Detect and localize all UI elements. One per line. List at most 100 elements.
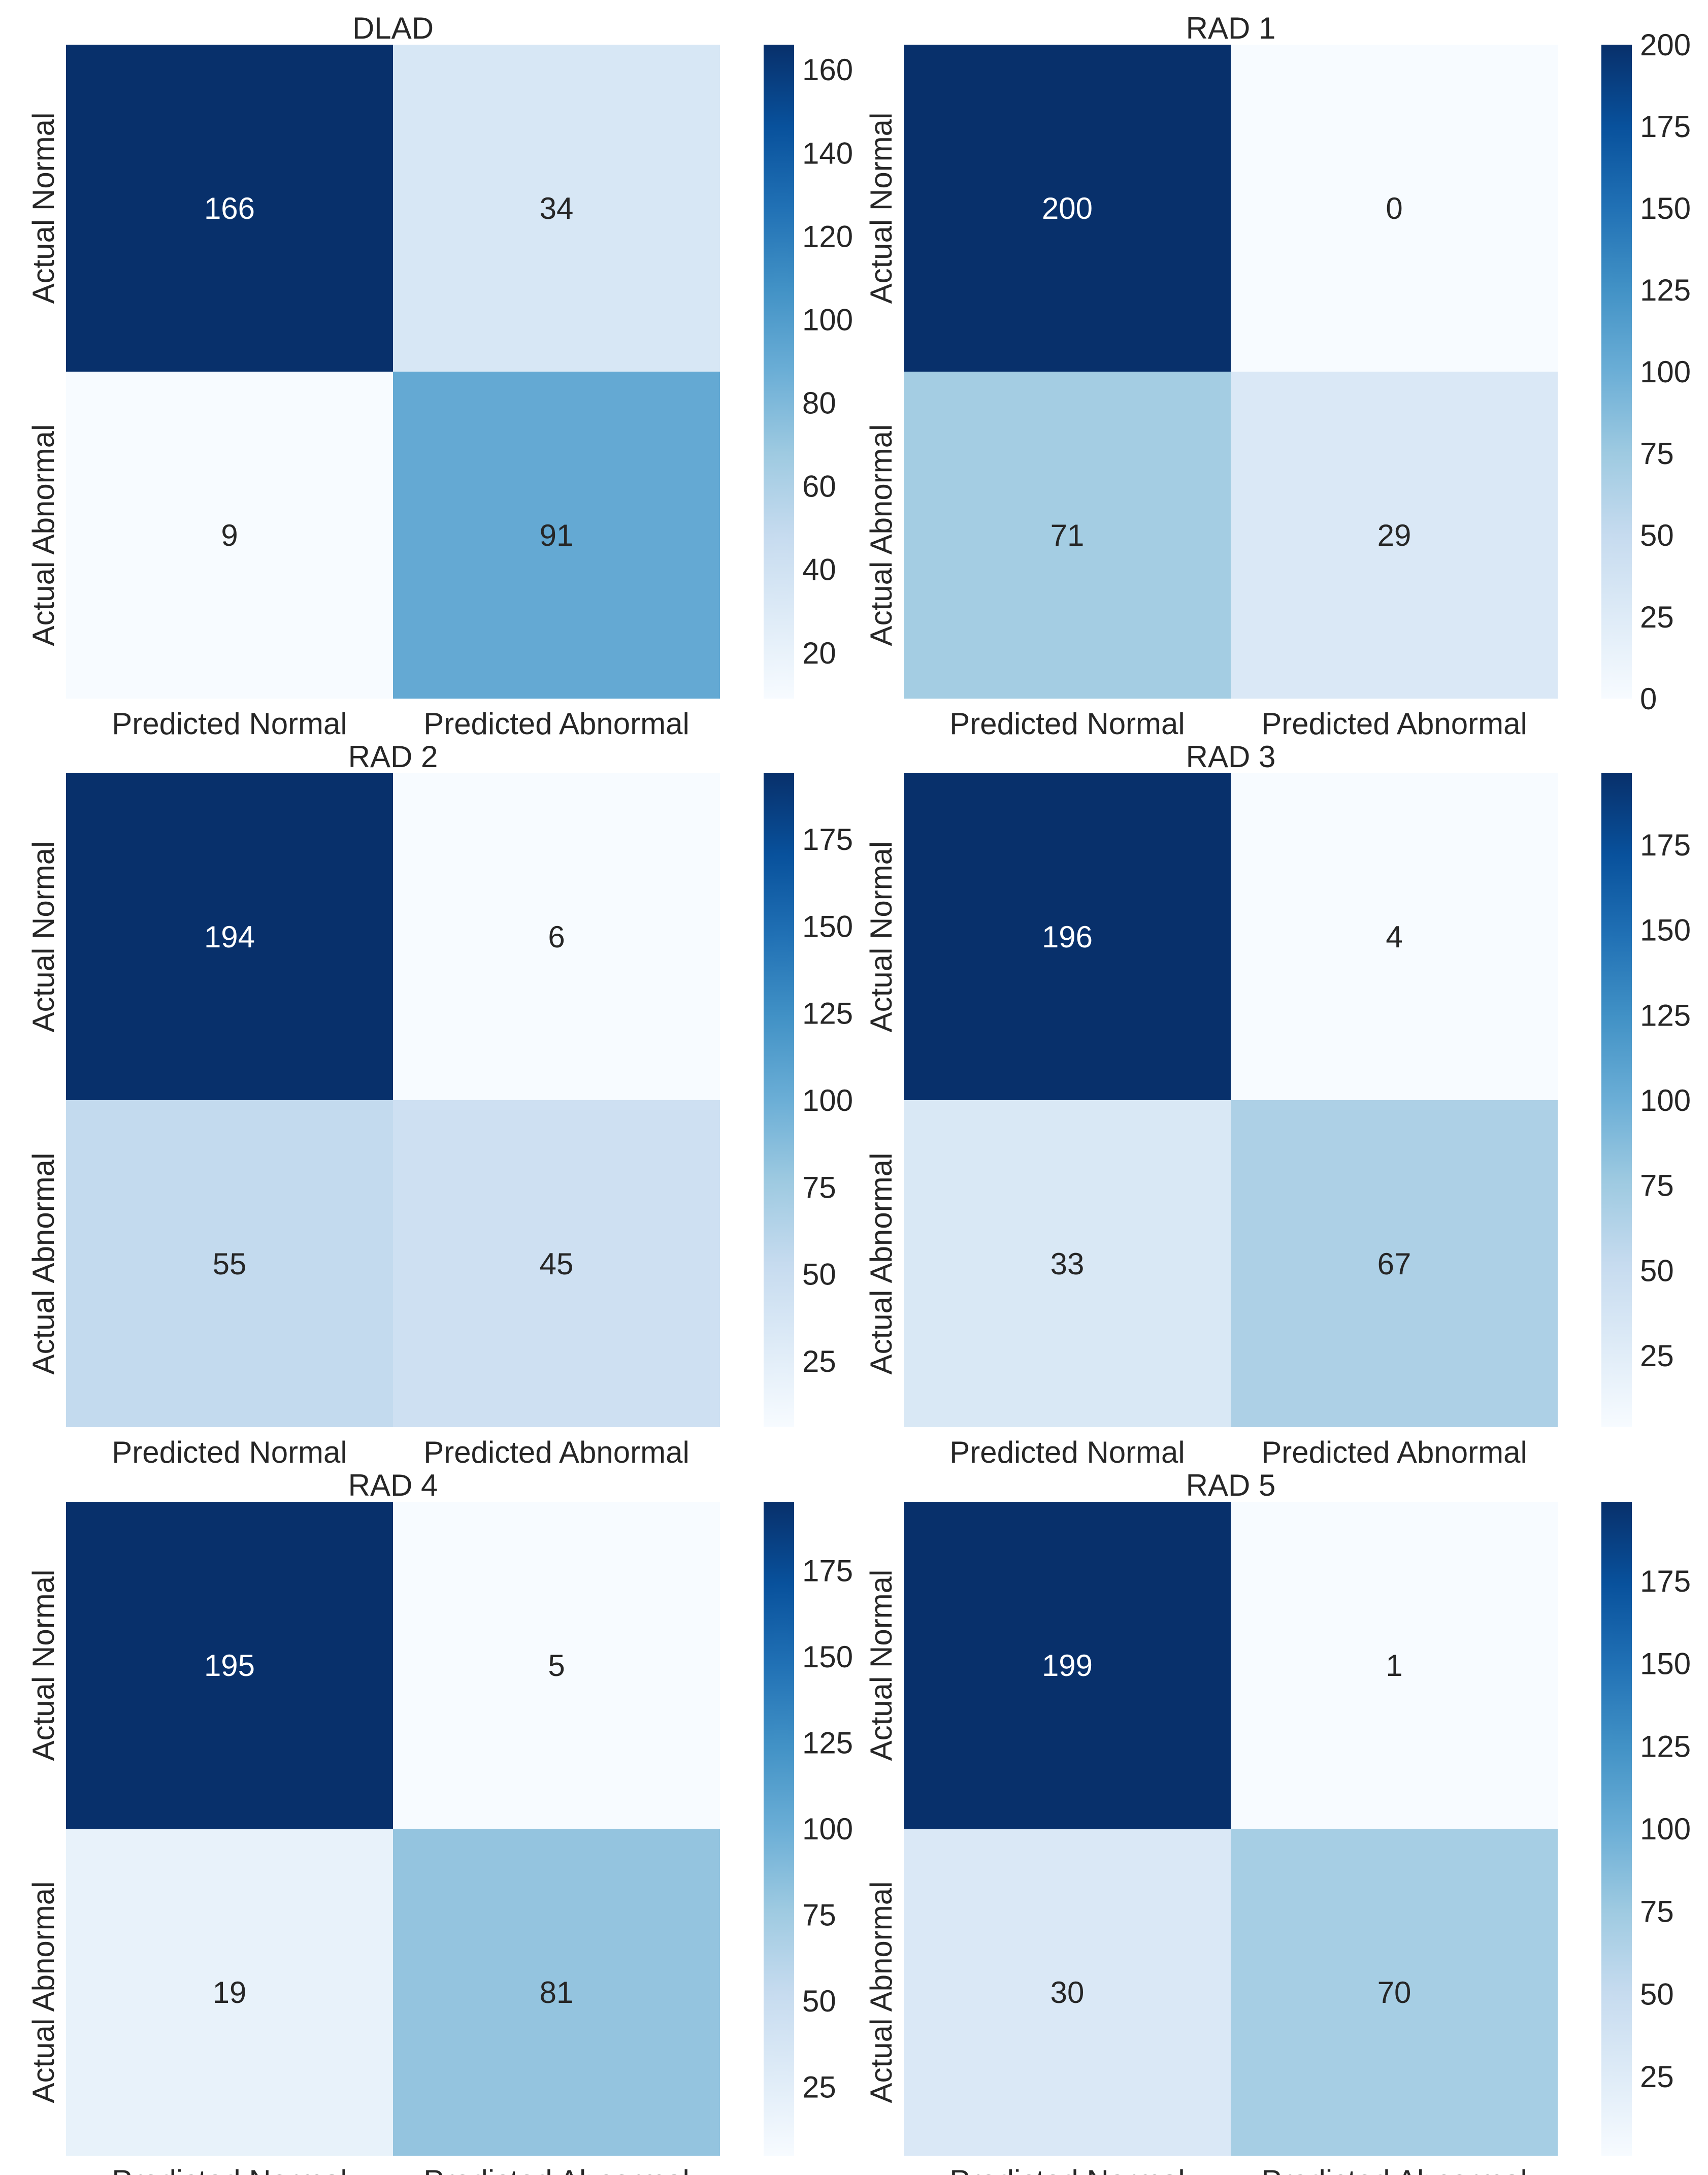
colorbar-tick-label: 100 (1640, 355, 1691, 389)
colorbar (764, 773, 794, 1427)
heatmap-cell (66, 1100, 393, 1427)
colorbar-tick-label: 50 (1640, 518, 1674, 552)
x-tick-label: Predicted Abnormal (423, 1435, 689, 1469)
colorbar-tick-label: 150 (1640, 191, 1691, 225)
heatmap-cell (904, 773, 1231, 1100)
colorbar-tick-label: 120 (802, 219, 853, 253)
colorbar-tick-label: 50 (1640, 1977, 1674, 2011)
y-tick-label: Actual Normal (864, 113, 898, 304)
colorbar-tick-label: 175 (1640, 110, 1691, 144)
y-tick-label: Actual Abnormal (26, 1153, 60, 1375)
colorbar-tick-label: 50 (802, 1984, 836, 2018)
cell-value-label: 19 (213, 1975, 247, 2009)
heatmap-cell (904, 372, 1231, 699)
heatmap-cell (1231, 1829, 1558, 2156)
heatmap-panel-5: RAD 4 195 5 19 81 Predicted Normal Predicted A… (26, 1468, 853, 2175)
colorbar-tick-label: 0 (1640, 682, 1657, 716)
colorbar-tick-label: 150 (1640, 913, 1691, 947)
x-tick-label: Predicted Normal (112, 707, 347, 741)
colorbar-tick-label: 175 (802, 822, 853, 856)
colorbar-tick-label: 160 (802, 53, 853, 87)
x-tick-label: Predicted Abnormal (423, 2164, 689, 2175)
heatmap-panel-3: RAD 2 194 6 55 45 Predicted Normal Predicted A… (26, 740, 853, 1469)
colorbar-tick-label: 125 (1640, 273, 1691, 307)
panel-title: RAD 5 (1186, 1468, 1276, 1502)
colorbar-tick-label: 75 (1640, 1895, 1674, 1929)
heatmap-cell (1231, 1100, 1558, 1427)
heatmap-cell (1231, 773, 1558, 1100)
heatmap-cell (66, 45, 393, 372)
cell-value-label: 200 (1042, 191, 1093, 225)
colorbar-tick-label: 50 (802, 1258, 836, 1292)
colorbar-tick-label: 75 (1640, 1169, 1674, 1203)
cell-value-label: 71 (1050, 518, 1085, 552)
cell-value-label: 81 (540, 1975, 574, 2009)
x-tick-label: Predicted Abnormal (1261, 2164, 1527, 2175)
heatmap-cell (66, 773, 393, 1100)
cell-value-label: 30 (1050, 1975, 1085, 2009)
y-tick-label: Actual Normal (864, 841, 898, 1033)
colorbar-tick-label: 75 (802, 1170, 836, 1204)
heatmap-cell (66, 1829, 393, 2156)
colorbar-tick-label: 80 (802, 386, 836, 420)
colorbar-tick-label: 25 (802, 1344, 836, 1378)
cell-value-label: 5 (548, 1649, 565, 1683)
y-tick-label: Actual Abnormal (864, 1153, 898, 1375)
cell-value-label: 166 (204, 191, 255, 225)
colorbar-tick-label: 25 (1640, 2060, 1674, 2094)
heatmap-panel-2: RAD 1 200 0 71 29 Predicted Normal Predicted A… (864, 11, 1691, 741)
colorbar-tick-label: 150 (802, 909, 853, 943)
x-tick-label: Predicted Normal (949, 1435, 1185, 1469)
heatmap-cell (393, 773, 720, 1100)
colorbar-tick-label: 125 (802, 997, 853, 1031)
colorbar-tick-label: 100 (1640, 1083, 1691, 1117)
cell-value-label: 67 (1377, 1247, 1411, 1281)
heatmap-cell (393, 1100, 720, 1427)
heatmap-cell (393, 372, 720, 699)
colorbar-tick-label: 200 (1640, 28, 1691, 62)
cell-value-label: 45 (540, 1247, 574, 1281)
colorbar (1601, 773, 1632, 1427)
y-tick-label: Actual Normal (26, 841, 60, 1033)
cell-value-label: 194 (204, 920, 255, 954)
heatmap-cell (904, 45, 1231, 372)
colorbar-tick-label: 140 (802, 136, 853, 170)
y-tick-label: Actual Normal (864, 1570, 898, 1761)
cell-value-label: 55 (213, 1247, 247, 1281)
colorbar-tick-label: 175 (1640, 828, 1691, 862)
heatmap-cell (904, 1502, 1231, 1829)
colorbar-tick-label: 60 (802, 470, 836, 504)
x-tick-label: Predicted Abnormal (1261, 707, 1527, 741)
cell-value-label: 34 (540, 191, 574, 225)
cell-value-label: 33 (1050, 1247, 1085, 1281)
colorbar-tick-label: 100 (1640, 1812, 1691, 1846)
panel-title: RAD 4 (348, 1468, 438, 1502)
x-tick-label: Predicted Normal (112, 2164, 347, 2175)
x-tick-label: Predicted Normal (949, 707, 1185, 741)
colorbar (1601, 45, 1632, 699)
colorbar-tick-label: 50 (1640, 1254, 1674, 1288)
heatmap-cell (66, 372, 393, 699)
y-tick-label: Actual Normal (26, 113, 60, 304)
colorbar-tick-label: 75 (802, 1898, 836, 1932)
cell-value-label: 199 (1042, 1649, 1093, 1683)
heatmap-panel-1: DLAD 166 34 9 91 Predicted Normal Predicted Ab… (26, 11, 853, 741)
colorbar-tick-label: 25 (1640, 600, 1674, 634)
heatmap-cell (393, 1829, 720, 2156)
heatmap-cell (1231, 372, 1558, 699)
colorbar-tick-label: 20 (802, 636, 836, 670)
colorbar-tick-label: 40 (802, 553, 836, 587)
cell-value-label: 29 (1377, 518, 1411, 552)
cell-value-label: 6 (548, 920, 565, 954)
colorbar-tick-label: 150 (1640, 1647, 1691, 1681)
heatmap-cell (1231, 1502, 1558, 1829)
heatmap-cell (393, 1502, 720, 1829)
panel-title: RAD 3 (1186, 740, 1276, 774)
colorbar (764, 45, 794, 699)
cell-value-label: 1 (1386, 1649, 1402, 1683)
colorbar-tick-label: 100 (802, 1812, 853, 1846)
panel-title: RAD 1 (1186, 11, 1276, 45)
x-tick-label: Predicted Abnormal (423, 707, 689, 741)
panel-title: DLAD (352, 11, 434, 45)
